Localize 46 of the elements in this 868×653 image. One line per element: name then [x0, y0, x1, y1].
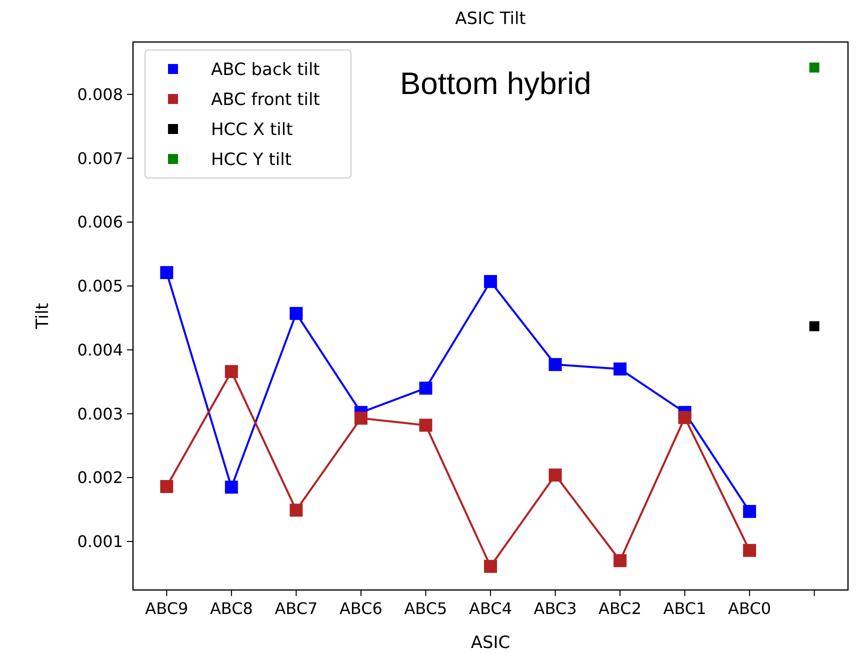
point [419, 382, 432, 395]
x-tick-label: ABC4 [469, 599, 512, 618]
legend-label: ABC front tilt [211, 90, 320, 110]
point [224, 365, 238, 378]
point [160, 480, 174, 494]
y-tick-label: 0.003 [77, 404, 123, 424]
x-axis-title: ASIC [470, 633, 510, 653]
x-tick-label: ABC6 [339, 599, 382, 618]
x-tick-label: ABC7 [274, 599, 318, 618]
legend-label: ABC back tilt [211, 60, 320, 80]
point [743, 544, 756, 557]
point [614, 554, 627, 568]
x-tick-label: ABC3 [534, 599, 577, 618]
point [809, 321, 820, 332]
legend-label: HCC X tilt [211, 120, 294, 140]
point [548, 468, 562, 482]
y-tick-label: 0.001 [77, 532, 123, 552]
point [678, 411, 692, 424]
point [224, 480, 238, 494]
y-tick-label: 0.002 [77, 468, 123, 488]
annotation: Bottom hybrid [400, 66, 592, 101]
point [160, 266, 174, 280]
point [614, 362, 627, 376]
point [484, 560, 497, 573]
point [743, 504, 756, 518]
y-axis-title: Tilt [33, 302, 53, 330]
point [290, 306, 303, 320]
y-tick-label: 0.005 [77, 276, 123, 296]
point [484, 275, 497, 288]
y-tick-label: 0.007 [77, 148, 123, 168]
point [419, 418, 432, 432]
x-tick-label: ABC1 [663, 599, 706, 618]
x-tick-label: ABC9 [145, 599, 188, 618]
legend-label: HCC Y tilt [211, 150, 292, 170]
x-tick-label: ABC8 [210, 599, 253, 618]
point [290, 504, 303, 517]
point [809, 62, 820, 73]
y-tick-label: 0.006 [77, 212, 123, 232]
y-tick-label: 0.004 [77, 340, 123, 360]
x-tick-label: ABC0 [728, 599, 772, 618]
x-tick-label: ABC2 [598, 599, 642, 618]
y-tick-label: 0.008 [77, 84, 123, 104]
point [354, 412, 368, 425]
chart-title: ASIC Tilt [455, 9, 526, 29]
point [548, 358, 562, 372]
x-tick-label: ABC5 [404, 599, 448, 618]
